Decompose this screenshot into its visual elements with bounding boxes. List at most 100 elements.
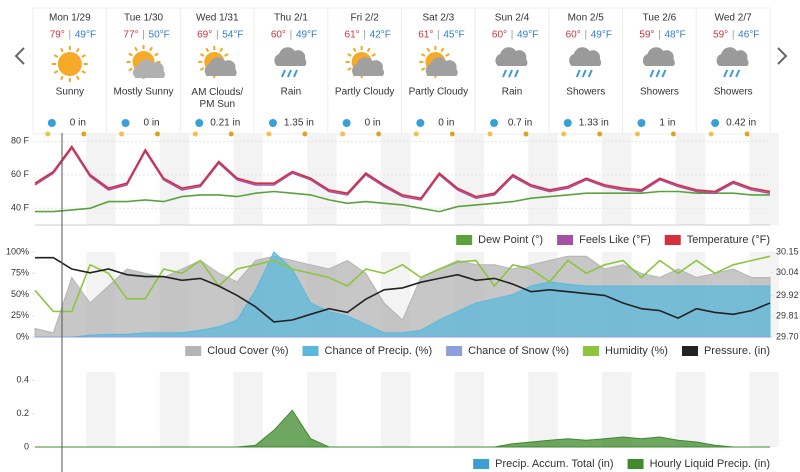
cloud (274, 47, 307, 66)
day-precip: 0 in (365, 118, 381, 129)
legend-swatch (627, 459, 644, 469)
day-precip: 0 in (70, 118, 86, 129)
sun-ray (371, 53, 377, 57)
day-precip: 1.33 in (579, 118, 609, 129)
day-high: 77° (123, 30, 138, 41)
y-tick-label: 50% (11, 289, 29, 299)
legend-label: Hourly Liquid Precip. (in) (650, 458, 770, 470)
y-tick-label: 25% (11, 310, 29, 320)
day-condition: Rain (502, 87, 523, 98)
sun-mini (487, 131, 493, 137)
sun-ray (420, 53, 426, 57)
night-band (601, 133, 632, 225)
day-high: 60° (566, 30, 581, 41)
day-low: 42°F (370, 30, 391, 41)
precip-icon (268, 119, 277, 127)
sun-mini (376, 131, 382, 137)
day-precip: 1.35 in (284, 118, 314, 129)
rain-drop (723, 69, 729, 78)
rain-drop (281, 69, 286, 78)
night-band (380, 372, 411, 447)
day-condition: Partly Cloudy (409, 87, 468, 98)
day-high: 59° (713, 30, 728, 41)
separator: | (363, 30, 366, 41)
sun-ray (128, 67, 133, 72)
day-high: 59° (639, 30, 654, 41)
precip-icon (711, 119, 720, 127)
day-date: Sun 2/4 (495, 13, 530, 24)
sun-ray (199, 67, 205, 71)
day-date: Mon 2/5 (568, 13, 605, 24)
cloud (204, 57, 237, 76)
cloud (132, 59, 165, 78)
night-band (86, 133, 116, 225)
rain-drop (655, 69, 661, 78)
series-line (35, 190, 770, 213)
day-date: Wed 1/31 (196, 13, 239, 24)
series-area (35, 409, 770, 448)
rain-drop (729, 69, 735, 78)
day-precip: 0.7 in (508, 118, 532, 129)
night-band (307, 372, 337, 447)
cloud (569, 47, 602, 66)
y-tick-label: 80 F (11, 136, 30, 146)
night-band (528, 372, 558, 447)
night-band (454, 133, 485, 225)
rain-drop (293, 69, 298, 78)
next-arrow[interactable] (777, 47, 788, 65)
y-tick-label: 29.92 (776, 290, 799, 300)
sun-ray (420, 67, 426, 71)
separator: | (584, 30, 587, 41)
y-tick-label: 60 F (11, 169, 30, 179)
night-band (86, 372, 116, 447)
legend-label: Humidity (%) (605, 345, 668, 357)
day-date: Thu 2/1 (274, 13, 308, 24)
precip-icon (563, 119, 572, 127)
sun-mini (670, 131, 676, 137)
legend-label: Feels Like (°F) (579, 234, 651, 246)
y-tick-label: 30.15 (776, 246, 799, 256)
legend-label: Pressure. (in) (704, 345, 770, 357)
day-condition: AM Clouds/PM Sun (191, 87, 243, 110)
day-card[interactable] (695, 7, 771, 135)
sun-mini (597, 131, 603, 137)
legend-swatch (583, 346, 600, 356)
day-high: 60° (271, 30, 286, 41)
precip-icon (490, 119, 499, 127)
y-tick-label: 29.81 (776, 311, 799, 321)
legend-swatch (664, 235, 681, 245)
precip-icon (637, 119, 646, 127)
rain-drop (661, 69, 667, 78)
sun-ray (59, 47, 64, 53)
day-precip: 0.21 in (210, 118, 240, 129)
day-condition: Showers (640, 87, 679, 98)
night-band (380, 133, 411, 225)
sun-mini (302, 131, 308, 137)
day-high: 60° (492, 30, 507, 41)
sun-mini (228, 131, 234, 137)
sun-ray (224, 53, 229, 57)
legend-label: Dew Point (°) (478, 234, 543, 246)
cloud (425, 57, 458, 76)
night-band (233, 372, 263, 447)
night-band (601, 372, 632, 447)
precip-icon (121, 119, 130, 127)
day-date: Sat 2/3 (422, 13, 454, 24)
day-high: 61° (345, 30, 360, 41)
day-date: Fri 2/2 (350, 13, 379, 24)
prev-arrow[interactable] (14, 47, 25, 65)
day-high: 61° (418, 30, 433, 41)
sun-ray (53, 70, 59, 74)
legend-swatch (302, 346, 319, 356)
y-tick-label: 100% (6, 246, 29, 256)
day-date: Tue 1/30 (124, 13, 164, 24)
cloud (642, 47, 675, 66)
rain-drop (508, 69, 513, 78)
day-condition: Showers (714, 87, 753, 98)
legend-label: Cloud Cover (%) (207, 345, 288, 357)
sun-mini (119, 131, 125, 137)
night-band (528, 133, 558, 225)
day-precip: 0.42 in (726, 118, 756, 129)
day-low: 46°F (738, 30, 759, 41)
